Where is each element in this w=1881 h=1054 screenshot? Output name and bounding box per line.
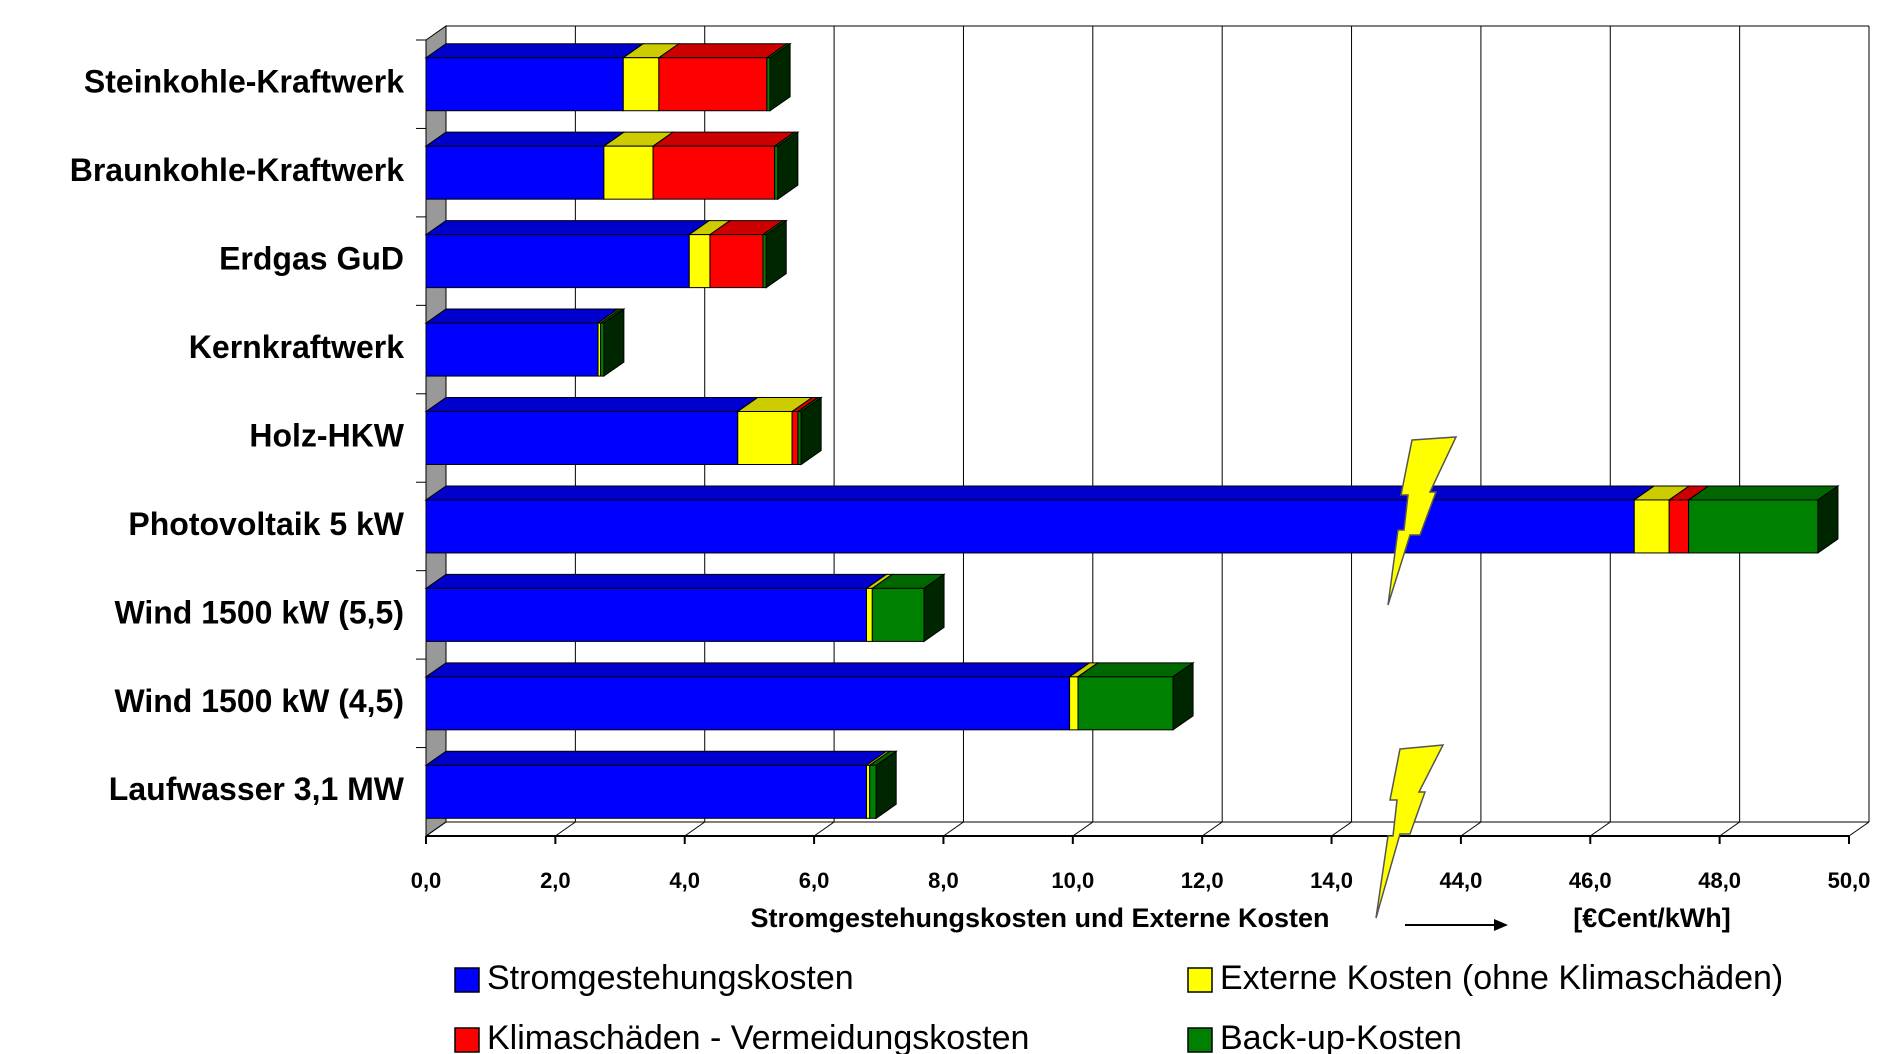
legend: Stromgestehungskosten Externe Kosten (ohn… — [454, 959, 1783, 1054]
y-tick-label: Wind 1500 kW (4,5) — [114, 683, 404, 719]
bar-top — [424, 131, 626, 147]
bar — [871, 587, 925, 642]
x-tick-label: 0,0 — [411, 868, 442, 893]
bar — [425, 499, 1635, 554]
bar-top — [424, 43, 645, 59]
bar — [425, 411, 739, 465]
bar — [1688, 499, 1819, 554]
legend-label: Klimaschäden - Vermeidungskosten — [487, 1019, 1029, 1054]
y-tick-label: Kernkraftwerk — [189, 329, 404, 365]
x-tick-label: 8,0 — [928, 868, 959, 893]
y-tick-label: Wind 1500 kW (5,5) — [114, 594, 404, 630]
floor-grid-line — [555, 821, 576, 837]
x-tick-label: 50,0 — [1828, 868, 1871, 893]
y-tick-label: Holz-HKW — [249, 417, 404, 453]
bar-side — [923, 573, 945, 643]
axis-break-symbol — [1387, 436, 1458, 606]
bar-side — [769, 42, 791, 112]
x-tick-label: 12,0 — [1181, 868, 1224, 893]
x-tick-label: 44,0 — [1439, 868, 1482, 893]
bar-top — [424, 485, 1656, 501]
bar — [622, 57, 660, 112]
bar — [425, 587, 867, 642]
bar — [603, 145, 654, 200]
bar-top — [424, 220, 711, 236]
legend-label: Stromgestehungskosten — [487, 959, 854, 997]
floor-grid-line — [1589, 821, 1611, 837]
axis-break-symbol — [1375, 744, 1445, 919]
bar — [1069, 676, 1079, 731]
y-tick-label: Erdgas GuD — [219, 241, 404, 277]
bar — [425, 145, 605, 200]
x-axis-label: Stromgestehungskosten und Externe Kosten — [750, 903, 1329, 933]
bar-top — [424, 662, 1092, 678]
legend-label: Externe Kosten (ohne Klimaschäden) — [1220, 959, 1783, 997]
x-tick-label: 48,0 — [1698, 868, 1741, 893]
bar — [737, 411, 793, 465]
bar — [688, 234, 711, 289]
y-tick-label: Laufwasser 3,1 MW — [109, 771, 405, 807]
floor-grid-line — [1201, 821, 1223, 837]
bar — [709, 234, 764, 289]
bar — [1668, 499, 1690, 554]
bar-top — [1687, 485, 1840, 501]
bar-top — [424, 750, 889, 766]
axis-arrow-head — [1494, 919, 1508, 931]
bar-side — [1817, 484, 1839, 554]
bar-side — [603, 308, 625, 378]
y-tick-label: Steinkohle-Kraftwerk — [84, 64, 404, 100]
legend-swatch — [1187, 1027, 1213, 1053]
bar-side — [777, 131, 799, 201]
legend-swatch — [454, 1027, 480, 1053]
floor-grid-line — [1331, 821, 1352, 837]
floor-grid-line — [1848, 821, 1870, 837]
floor-grid-line — [1719, 821, 1740, 837]
bar-top — [424, 573, 889, 589]
floor-grid-line — [813, 821, 835, 837]
x-axis-unit: [€Cent/kWh] — [1573, 903, 1731, 933]
bar-side — [765, 219, 787, 289]
bars: Steinkohle-Kraftwerk Braunkohle-Kraftwerk… — [70, 39, 1840, 820]
bar — [1633, 499, 1670, 554]
bar — [425, 322, 599, 377]
x-tick-label: 6,0 — [799, 868, 830, 893]
bar — [658, 57, 768, 112]
x-tick-label: 14,0 — [1310, 868, 1353, 893]
bar-top — [424, 397, 760, 412]
floor-grid-line — [1460, 821, 1482, 837]
bar — [1077, 676, 1174, 731]
bar — [652, 145, 776, 200]
bar — [869, 764, 877, 819]
bar-top — [651, 131, 797, 147]
legend-swatch — [454, 967, 480, 993]
x-tick-label: 4,0 — [669, 868, 700, 893]
bar — [425, 764, 867, 819]
bar-top — [424, 308, 620, 324]
x-tick-label: 10,0 — [1051, 868, 1094, 893]
bar — [791, 411, 799, 465]
bar — [425, 57, 624, 112]
y-tick-label: Photovoltaik 5 kW — [128, 506, 404, 542]
floor-grid-line — [943, 821, 964, 837]
bar-side — [800, 396, 822, 466]
floor-grid-line — [425, 821, 447, 837]
x-tick-label: 46,0 — [1569, 868, 1612, 893]
floor-grid-line — [1072, 821, 1094, 837]
x-tick-label: 2,0 — [540, 868, 571, 893]
legend-label: Back-up-Kosten — [1220, 1019, 1462, 1054]
y-tick-label: Braunkohle-Kraftwerk — [70, 152, 405, 188]
bar — [425, 234, 690, 289]
bar-side — [1172, 661, 1194, 731]
bar — [865, 587, 873, 642]
bar-top — [657, 43, 789, 59]
legend-swatch — [1187, 967, 1213, 993]
floor-grid-line — [684, 821, 706, 837]
bar — [425, 676, 1071, 731]
bar-side — [875, 750, 897, 820]
